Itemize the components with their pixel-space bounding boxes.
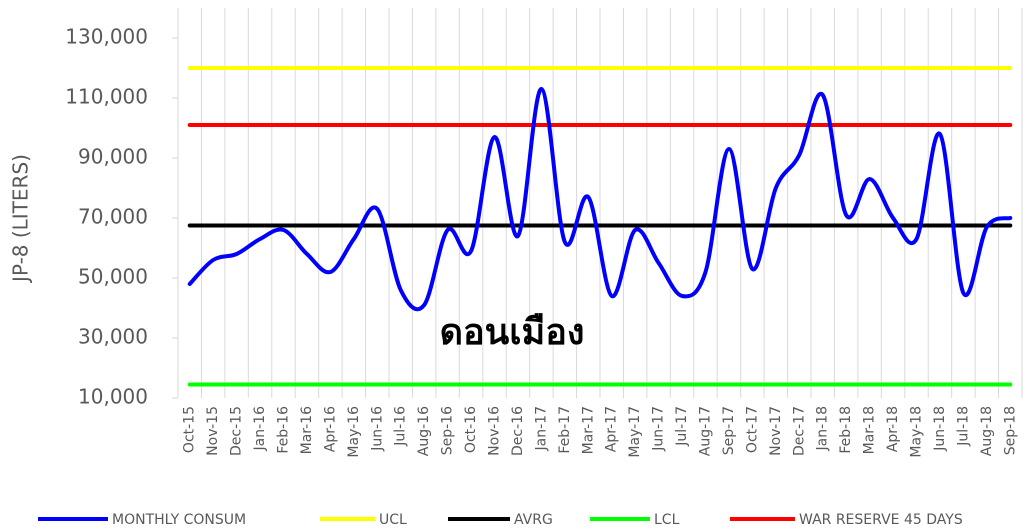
x-tick-label: Mar-17 [580, 406, 596, 454]
x-tick-label: Sep-16 [440, 406, 456, 455]
legend-label: LCL [654, 512, 680, 528]
x-tick-label: Sep-17 [721, 406, 737, 455]
x-tick-label: Apr-18 [885, 406, 901, 452]
x-tick-label: Jul-18 [955, 406, 971, 447]
x-tick-label: Feb-16 [276, 406, 292, 454]
x-tick-label: Jun-16 [369, 406, 385, 452]
y-tick-label: 50,000 [78, 265, 148, 289]
series-line [187, 86, 1013, 312]
annotation: ดอนเมือง [440, 312, 585, 353]
legend-label: UCL [379, 512, 407, 528]
y-tick-label: 130,000 [65, 25, 148, 49]
x-tick-label: Aug-17 [698, 406, 714, 456]
x-tick-label: Jun-17 [651, 406, 667, 452]
x-tick-label: Sep-18 [1002, 406, 1018, 455]
y-tick-label: 30,000 [78, 325, 148, 349]
x-tick-label: May-18 [909, 406, 925, 458]
x-tick-label: Jan-16 [252, 406, 268, 452]
x-tick-label: Aug-16 [416, 406, 432, 456]
x-tick-label: Aug-18 [979, 406, 995, 456]
x-tick-label: Jun-18 [932, 406, 948, 452]
x-tick-label: Apr-17 [604, 406, 620, 452]
x-tick-label: May-16 [346, 406, 362, 458]
x-tick-label: May-17 [627, 406, 643, 458]
legend-label: WAR RESERVE 45 DAYS [799, 512, 963, 528]
x-tick-label: Jan-17 [533, 406, 549, 451]
x-tick-label: Nov-15 [205, 406, 221, 456]
x-tick-label: Apr-16 [322, 406, 338, 452]
x-tick-label: Mar-18 [862, 406, 878, 454]
x-tick-label: Nov-17 [768, 406, 784, 456]
legend-label: MONTHLY CONSUM [112, 512, 246, 528]
x-tick-label: Feb-18 [838, 406, 854, 454]
x-tick-label: Jul-17 [674, 406, 690, 447]
y-tick-label: 110,000 [65, 85, 148, 109]
x-tick-label: Nov-16 [487, 406, 503, 456]
x-tick-label: Mar-16 [299, 406, 315, 454]
y-axis-label: JP-8 (LITERS) [9, 154, 33, 284]
legend-label: AVRG [514, 512, 553, 528]
x-tick-label: Dec-17 [791, 406, 807, 456]
y-tick-label: 90,000 [78, 145, 148, 169]
x-tick-label: Oct-15 [182, 406, 198, 453]
x-tick-label: Dec-16 [510, 406, 526, 456]
x-tick-label: Dec-15 [229, 406, 245, 456]
y-tick-label: 70,000 [78, 205, 148, 229]
y-tick-label: 10,000 [78, 385, 148, 409]
x-tick-label: Oct-16 [463, 406, 479, 453]
x-tick-label: Feb-17 [557, 406, 573, 454]
x-tick-label: Oct-17 [744, 406, 760, 453]
x-tick-label: Jan-18 [815, 406, 831, 451]
x-tick-label: Jul-16 [393, 406, 409, 447]
